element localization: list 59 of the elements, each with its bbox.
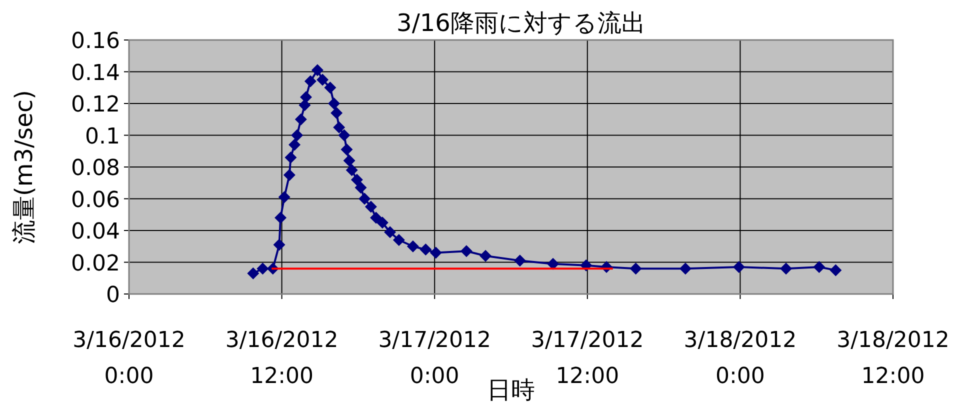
point <box>830 264 842 276</box>
point <box>392 234 405 246</box>
x-tick-label: 3/17/2012 0:00 <box>378 328 492 389</box>
point <box>547 258 560 270</box>
point <box>288 138 301 151</box>
point <box>294 113 307 126</box>
point <box>283 168 296 181</box>
point <box>328 98 340 110</box>
x-tick-label: 3/16/2012 0:00 <box>72 328 186 389</box>
point <box>311 64 324 76</box>
point <box>354 182 367 194</box>
y-tick-label: 0.12 <box>71 92 120 118</box>
point <box>364 200 377 213</box>
point <box>304 75 316 88</box>
point <box>630 262 642 275</box>
point <box>256 262 269 275</box>
point <box>732 261 745 274</box>
point <box>406 240 419 252</box>
point <box>338 129 350 142</box>
chart-title: 3/16降雨に対する流出 <box>396 9 646 37</box>
y-tick-label: 0.08 <box>71 156 120 181</box>
y-axis-title: 流量(m3/sec) <box>10 90 38 244</box>
point <box>376 216 388 229</box>
y-tick-label: 0.14 <box>71 60 120 86</box>
x-tick-label: 3/18/2012 0:00 <box>684 328 797 389</box>
y-tick-label: 0.16 <box>71 29 120 54</box>
x-tick-label: 3/18/2012 12:00 <box>836 328 950 389</box>
point <box>247 267 260 280</box>
point <box>358 192 371 205</box>
point <box>284 151 297 164</box>
y-tick-label: 0.02 <box>71 251 120 276</box>
x-tick-label: 3/16/2012 12:00 <box>225 328 338 389</box>
point <box>274 212 287 224</box>
point <box>384 226 396 238</box>
point <box>273 238 286 251</box>
point <box>316 74 329 86</box>
y-tick-label: 0.1 <box>85 124 120 150</box>
point <box>343 154 356 167</box>
point <box>813 261 826 274</box>
point <box>370 212 382 224</box>
point <box>480 250 492 262</box>
point <box>330 107 343 120</box>
y-tick-label: 0.06 <box>71 188 120 213</box>
y-tick-label: 0.04 <box>71 220 120 244</box>
point <box>780 262 792 275</box>
point <box>346 164 358 176</box>
point <box>514 254 526 267</box>
point <box>340 144 353 156</box>
point <box>430 246 442 259</box>
point <box>291 129 304 142</box>
point <box>324 82 336 94</box>
point <box>420 244 432 256</box>
point <box>679 262 692 275</box>
point <box>350 174 363 186</box>
point <box>278 191 290 204</box>
point <box>300 91 312 104</box>
y-tick-label: 0 <box>106 283 120 308</box>
point <box>333 121 346 134</box>
point <box>460 245 472 258</box>
